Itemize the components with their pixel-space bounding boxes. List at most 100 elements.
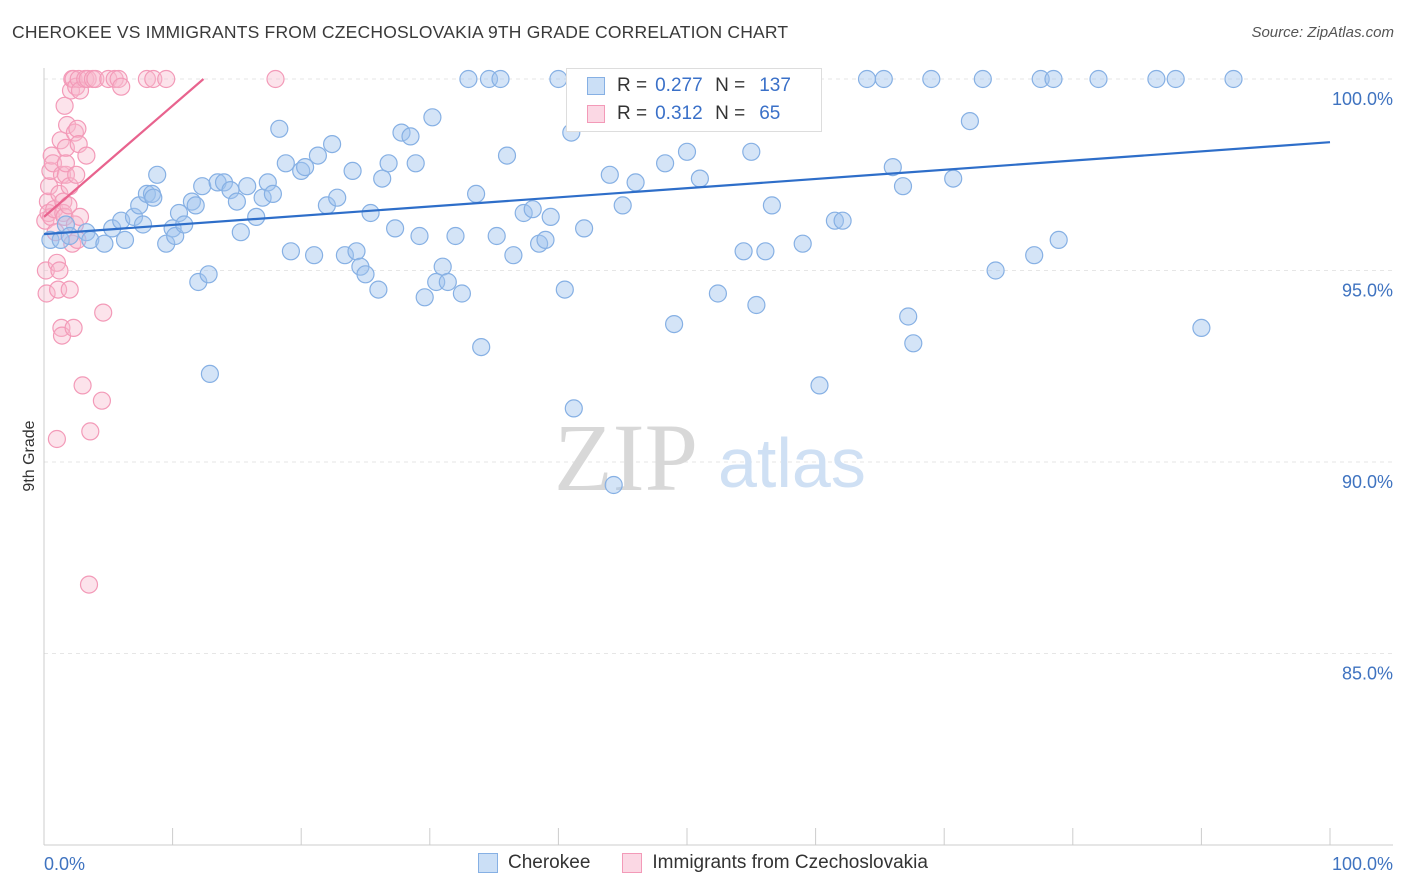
cherokee-point (1049, 230, 1068, 249)
cherokee-point (491, 69, 510, 89)
n-label: N = (715, 103, 746, 124)
y-tick-label: 95.0% (1342, 281, 1393, 301)
cherokee-point (893, 177, 913, 196)
czechoslovakia-point (68, 119, 87, 138)
cherokee-point (231, 223, 250, 242)
cherokee-point (169, 203, 189, 223)
cherokee-point (410, 226, 429, 246)
czechoslovakia-point (77, 146, 96, 165)
cherokee-point (452, 284, 471, 303)
cherokee-point (514, 203, 533, 223)
czechoslovakia-point (67, 165, 86, 184)
cherokee-point (276, 154, 295, 173)
series-legend: Cherokee Immigrants from Czechoslovakia (0, 852, 1406, 874)
x-tick-label-max: 100.0% (1332, 854, 1393, 874)
cherokee-point (708, 284, 728, 303)
cherokee-point (335, 246, 354, 265)
czechoslovakia-point (78, 69, 97, 89)
cherokee-point (144, 188, 163, 207)
gridlines (44, 78, 1393, 654)
cherokee-point (762, 196, 782, 215)
czechoslovakia-swatch (587, 105, 605, 123)
x-tick-marks (43, 828, 1331, 845)
czechoslovakia-point (92, 391, 112, 410)
cherokee-point (433, 257, 452, 276)
czechoslovakia-point (86, 69, 105, 89)
cherokee-point (60, 226, 79, 246)
czechoslovakia-point (55, 96, 74, 115)
cherokee-point (373, 169, 392, 188)
cherokee-point (263, 184, 282, 203)
cherokee-point (690, 169, 710, 188)
cherokee-point (281, 242, 300, 261)
cherokee-point (613, 196, 632, 215)
cherokee-point (356, 265, 375, 284)
czechoslovakia-point (64, 318, 83, 337)
watermark: ZIP atlas (554, 404, 866, 511)
cherokee-point (899, 307, 918, 326)
stats-legend: R = 0.277 N = 137 R = 0.312 N = 65 (566, 68, 822, 132)
y-axis-label: 9th Grade (21, 420, 38, 491)
cherokee-point (1089, 69, 1108, 89)
cherokee-point (95, 234, 114, 253)
cherokee-point (742, 142, 761, 161)
cherokee-point (189, 272, 208, 292)
czechoslovakia-point (55, 207, 74, 226)
y-tick-labels: 85.0% 90.0% 95.0% 100.0% (1332, 89, 1393, 684)
czechoslovakia-point (57, 115, 77, 135)
cherokee-point (467, 184, 486, 203)
cherokee-point (857, 69, 877, 89)
cherokee-point (186, 196, 205, 215)
czechoslovakia-point (79, 575, 99, 594)
czechoslovakia-point (144, 69, 163, 89)
cherokee-point (874, 69, 893, 89)
cherokee-point (392, 123, 411, 142)
legend-label-cherokee: Cherokee (508, 852, 591, 873)
cherokee-point (247, 207, 266, 226)
n-value: 65 (759, 103, 781, 124)
cherokee-point (296, 158, 315, 177)
cherokee-point (347, 242, 366, 261)
n-value: 137 (759, 75, 791, 96)
cherokee-point (734, 242, 753, 261)
cherokee-point (655, 154, 675, 173)
cherokee-point (361, 203, 380, 223)
czechoslovakia-point (73, 376, 92, 395)
cherokee-point (1166, 69, 1185, 89)
cherokee-point (497, 146, 517, 165)
cherokee-point (41, 230, 60, 249)
cherokee-swatch (587, 77, 605, 95)
cherokee-point (1192, 318, 1211, 337)
cherokee-point (308, 146, 327, 165)
r-label: R = (617, 103, 648, 124)
cherokee-point (258, 173, 277, 192)
cherokee-point (973, 69, 992, 89)
czechoslovakia-point (56, 154, 76, 173)
cherokee-point (604, 475, 623, 495)
czechoslovakia-point (94, 303, 113, 322)
source-label: Source: ZipAtlas.com (1251, 24, 1394, 41)
cherokee-point (459, 69, 478, 89)
czechoslovakia-point (39, 177, 59, 196)
trend-lines (43, 78, 1331, 236)
legend-item-cherokee[interactable]: Cherokee (478, 852, 590, 874)
cherokee-point (115, 230, 135, 249)
cherokee-point (564, 399, 583, 418)
czechoslovakia-point (137, 69, 156, 89)
cherokee-point (747, 295, 766, 315)
cherokee-point (386, 219, 405, 238)
cherokee-point (487, 226, 506, 246)
series-czechoslovakia-points (36, 69, 285, 594)
legend-item-czechoslovakia[interactable]: Immigrants from Czechoslovakia (622, 852, 928, 874)
cherokee-point (986, 261, 1005, 280)
cherokee-point (200, 364, 219, 383)
cherokee-point (379, 154, 398, 173)
czechoslovakia-point (157, 69, 176, 89)
cherokee-point (549, 69, 568, 89)
watermark-zip: ZIP (554, 404, 698, 511)
legend-label-czechoslovakia: Immigrants from Czechoslovakia (652, 852, 928, 873)
cherokee-swatch (478, 853, 498, 873)
y-tick-label: 85.0% (1342, 664, 1393, 684)
cherokee-point (415, 288, 434, 307)
